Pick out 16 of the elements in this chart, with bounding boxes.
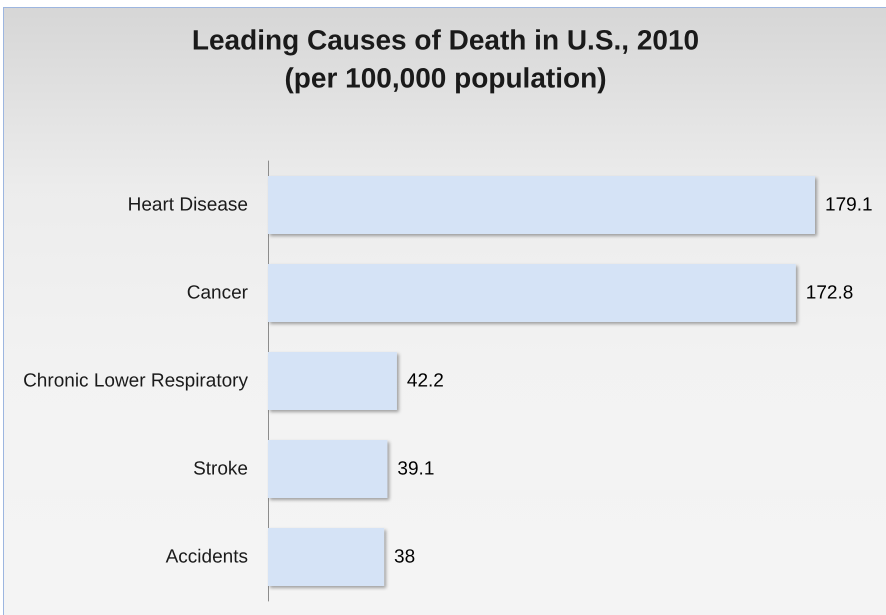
data-label: 38 — [394, 546, 416, 568]
bar — [268, 440, 388, 498]
data-label: 172.8 — [806, 282, 854, 304]
data-label: 39.1 — [397, 458, 434, 480]
y-tick-label: Accidents — [166, 546, 248, 568]
y-tick-label: Stroke — [193, 458, 248, 480]
y-tick-label: Heart Disease — [128, 194, 248, 216]
y-tick-label: Chronic Lower Respiratory — [23, 370, 248, 392]
y-tick-label: Cancer — [186, 282, 249, 304]
bar — [268, 352, 397, 410]
data-label: 42.2 — [406, 370, 444, 392]
chart-title: Leading Causes of Death in U.S., 2010 (per 100,000 population) — [192, 24, 700, 94]
bar — [268, 528, 384, 586]
data-label: 179.1 — [825, 194, 873, 216]
bar — [268, 176, 815, 234]
bar — [268, 264, 796, 322]
